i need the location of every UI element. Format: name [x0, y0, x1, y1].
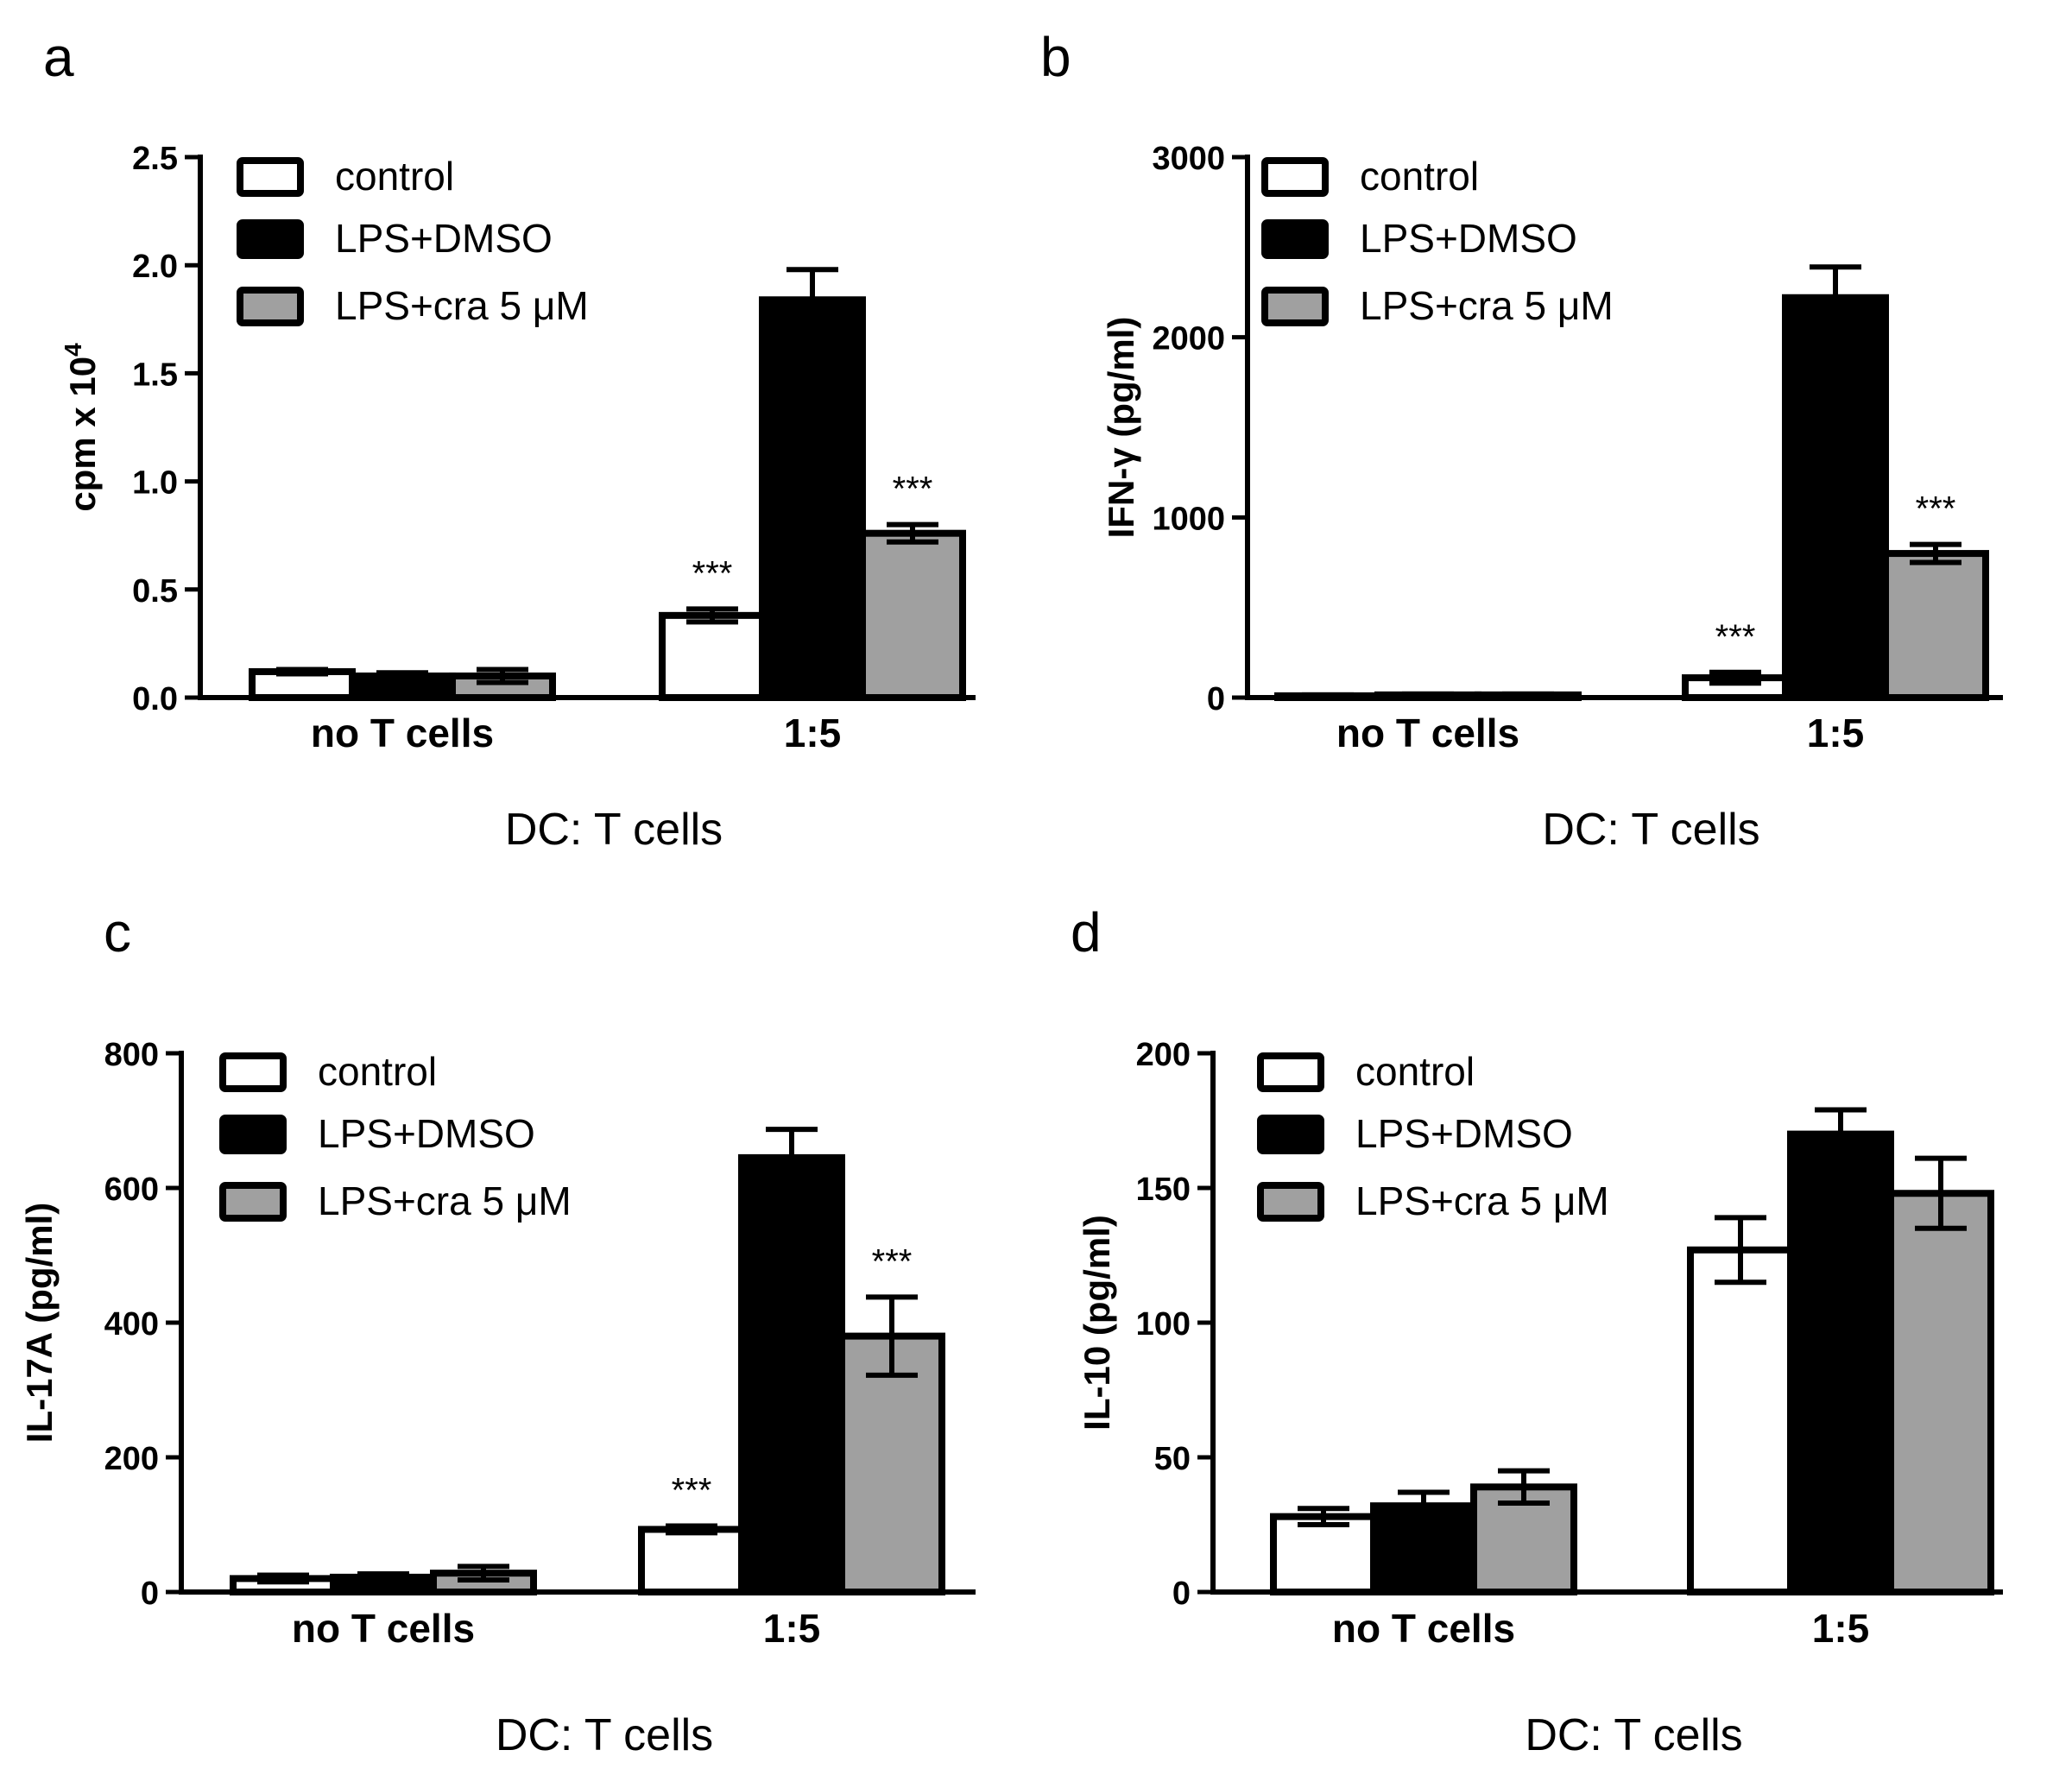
legend-label: LPS+DMSO [1355, 1111, 1573, 1156]
panel-a: a 0.0 0.5 1.0 1.5 2.0 2.5 cpm x 104 no T cells 1… [43, 26, 976, 855]
legend-label: LPS+cra 5 μM [1355, 1178, 1609, 1223]
bar-lps-dmso [1787, 1130, 1894, 1596]
y-tick-label: 600 [104, 1172, 159, 1208]
y-tick-label: 1000 [1152, 501, 1225, 537]
legend-swatch-lps-cra-5-m [219, 1182, 287, 1222]
y-tick-label: 2000 [1152, 321, 1225, 357]
bar-lps-dmso [759, 296, 866, 701]
y-axis-title: IFN-γ (pg/ml) [1101, 317, 1141, 539]
category-label: no T cells [311, 711, 494, 755]
bar-lps-dmso [738, 1153, 845, 1595]
legend-swatch-control [1257, 1052, 1324, 1092]
bar-lps-cra-5-m [838, 1332, 945, 1595]
y-tick-label: 200 [104, 1441, 159, 1477]
y-tick-label: 200 [1136, 1037, 1191, 1073]
significance-marker: *** [1715, 618, 1756, 656]
y-tick-label: 1.0 [132, 465, 178, 502]
panel-c: c 0 200 400 600 800 IL-17A (pg/ml) no T cells 1… [19, 901, 976, 1760]
y-tick-label: 0.5 [132, 573, 178, 610]
bar-control [659, 611, 766, 702]
y-tick-label: 0 [1172, 1576, 1191, 1612]
bar-control [1270, 1513, 1377, 1596]
legend-label: LPS+cra 5 μM [335, 283, 589, 328]
panel-a-letter: a [43, 26, 74, 88]
category-label: 1:5 [1812, 1606, 1869, 1651]
panel-b: b 0 1000 2000 3000 IFN-γ (pg/ml) no T cells 1:… [1040, 26, 2003, 855]
bar-lps-dmso [1782, 294, 1889, 701]
significance-marker: *** [893, 471, 933, 509]
bar-control [1687, 1246, 1794, 1595]
category-label: 1:5 [1807, 711, 1864, 755]
y-tick-label: 400 [104, 1306, 159, 1343]
legend-swatch-lps-dmso [1257, 1115, 1324, 1154]
legend-swatch-lps-cra-5-m [1261, 287, 1329, 326]
y-tick-label: 50 [1154, 1441, 1191, 1477]
y-axis-title: IL-10 (pg/ml) [1077, 1215, 1117, 1431]
bar-lps-cra-5-m [1882, 550, 1989, 701]
legend-label: control [335, 154, 454, 199]
panel-b-letter: b [1040, 26, 1071, 88]
category-label: 1:5 [763, 1606, 820, 1651]
legend-label: control [1360, 154, 1479, 199]
y-tick-label: 0 [141, 1576, 159, 1612]
panel-c-letter: c [104, 901, 131, 963]
y-axis-title: IL-17A (pg/ml) [19, 1203, 60, 1443]
y-tick-label: 3000 [1152, 141, 1225, 177]
legend-swatch-lps-dmso [1261, 219, 1329, 259]
y-tick-label: 150 [1136, 1172, 1191, 1208]
significance-marker: *** [692, 554, 733, 592]
legend-swatch-lps-cra-5-m [237, 287, 304, 326]
x-axis-title: DC: T cells [496, 1710, 713, 1760]
y-tick-label: 0 [1207, 681, 1225, 717]
legend-label: LPS+cra 5 μM [1360, 283, 1614, 328]
bar-control [638, 1526, 745, 1596]
x-axis-title: DC: T cells [1542, 805, 1759, 855]
y-tick-label: 2.0 [132, 249, 178, 285]
legend-label: control [1355, 1049, 1475, 1094]
category-label: no T cells [292, 1606, 475, 1651]
y-tick-label: 0.0 [132, 681, 178, 717]
y-axis-title: cpm x 104 [60, 343, 103, 512]
category-label: no T cells [1332, 1606, 1515, 1651]
legend-label: control [318, 1049, 437, 1094]
panel-d: d 0 50 100 150 200 IL-10 (pg/ml) no T cells 1:5… [1071, 901, 2003, 1760]
bar-lps-cra-5-m [859, 529, 966, 701]
y-tick-label: 800 [104, 1037, 159, 1073]
legend-label: LPS+DMSO [1360, 216, 1577, 261]
legend-label: LPS+DMSO [335, 216, 553, 261]
legend-label: LPS+cra 5 μM [318, 1178, 572, 1223]
category-label: no T cells [1336, 711, 1519, 755]
legend-swatch-lps-dmso [237, 219, 304, 259]
significance-marker: *** [1916, 490, 1956, 528]
significance-marker: *** [872, 1242, 913, 1280]
legend-swatch-control [1261, 157, 1329, 197]
x-axis-title: DC: T cells [1525, 1710, 1742, 1760]
y-axis-title-superscript: 4 [60, 343, 86, 357]
legend-label: LPS+DMSO [318, 1111, 535, 1156]
y-tick-label: 2.5 [132, 141, 178, 177]
significance-marker: *** [672, 1472, 712, 1510]
legend-swatch-control [219, 1052, 287, 1092]
legend-swatch-lps-dmso [219, 1115, 287, 1154]
y-tick-label: 1.5 [132, 357, 178, 393]
x-axis-title: DC: T cells [505, 805, 723, 855]
legend-swatch-lps-cra-5-m [1257, 1182, 1324, 1222]
panel-d-letter: d [1071, 901, 1102, 963]
bar-lps-cra-5-m [1887, 1190, 1994, 1595]
y-tick-label: 100 [1136, 1306, 1191, 1343]
legend-swatch-control [237, 157, 304, 197]
category-label: 1:5 [784, 711, 841, 755]
